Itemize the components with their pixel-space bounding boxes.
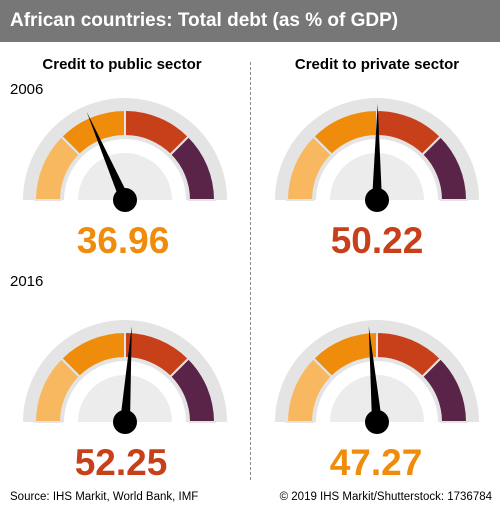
source-note: Source: IHS Markit, World Bank, IMF bbox=[10, 491, 199, 503]
gauge-rim-public-2006 bbox=[23, 98, 227, 200]
year-label-2006: 2006 bbox=[10, 81, 44, 98]
gauge-public-2006 bbox=[20, 92, 230, 217]
gauge-rim-private-2016 bbox=[275, 320, 479, 422]
column-divider bbox=[250, 62, 251, 480]
gauge-hub-public-2006 bbox=[78, 153, 172, 200]
year-label-2016: 2016 bbox=[10, 273, 44, 290]
gauge-svg-private-2006 bbox=[275, 98, 479, 212]
gauge-needle-public-2006 bbox=[86, 111, 130, 202]
gauge-pivot-public-2006 bbox=[113, 188, 137, 212]
gauge-svg-public-2006 bbox=[23, 98, 227, 212]
gauge-band-4-private-2006 bbox=[420, 134, 469, 201]
gauge-value-private-2016: 47.27 bbox=[329, 442, 423, 483]
gauge-band-4-private-2016 bbox=[420, 356, 469, 423]
gauge-rim-private-2006 bbox=[275, 98, 479, 200]
gauge-pivot-private-2016 bbox=[365, 410, 389, 434]
gauge-rim-public-2016 bbox=[23, 320, 227, 422]
gauge-value-public-2006: 36.96 bbox=[76, 220, 170, 261]
gauge-band-4-public-2016 bbox=[168, 356, 217, 423]
gauge-value-public-2016: 52.25 bbox=[74, 442, 168, 483]
gauge-band-4-public-2006 bbox=[168, 134, 217, 201]
gauge-pivot-private-2006 bbox=[365, 188, 389, 212]
gauge-public-2016 bbox=[20, 314, 230, 439]
chart-title: African countries: Total debt (as % of G… bbox=[10, 10, 399, 31]
column-header-private: Credit to private sector bbox=[294, 56, 460, 73]
gauge-needle-private-2006 bbox=[372, 104, 382, 201]
column-header-public: Credit to public sector bbox=[42, 56, 202, 73]
copyright-note: © 2019 IHS Markit/Shutterstock: 1736784 bbox=[279, 491, 492, 503]
title-bar: African countries: Total debt (as % of G… bbox=[0, 0, 500, 42]
gauge-pivot-public-2016 bbox=[113, 410, 137, 434]
gauge-svg-private-2016 bbox=[275, 320, 479, 434]
gauge-private-2006 bbox=[272, 92, 482, 217]
gauge-private-2016 bbox=[272, 314, 482, 439]
gauge-needle-public-2016 bbox=[120, 326, 132, 423]
gauge-svg-public-2016 bbox=[23, 320, 227, 434]
gauge-value-private-2006: 50.22 bbox=[330, 220, 424, 261]
gauge-needle-private-2016 bbox=[368, 326, 382, 423]
